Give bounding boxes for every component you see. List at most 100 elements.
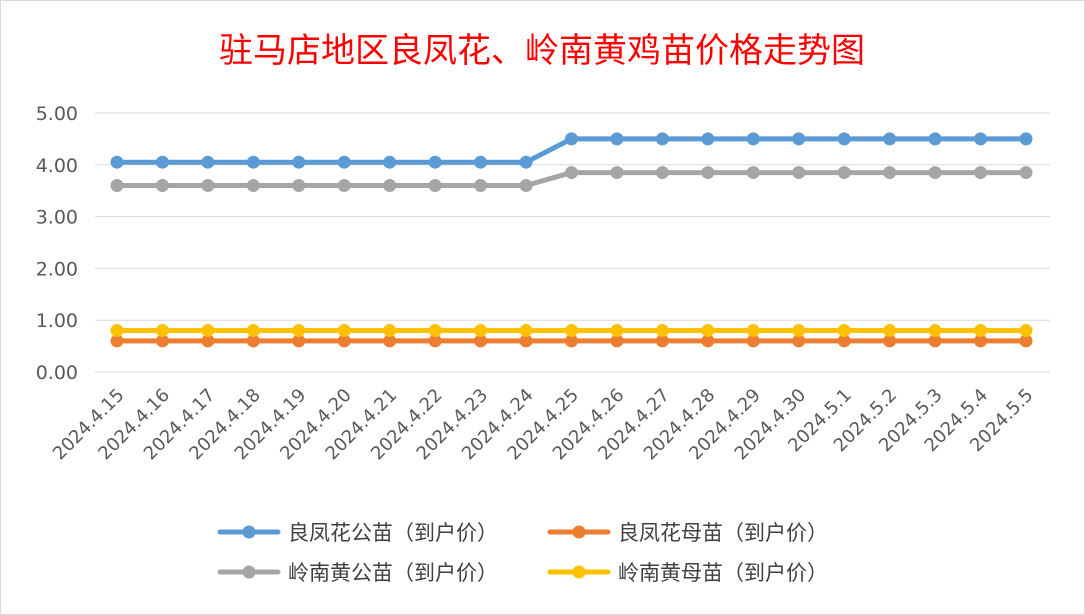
data-point bbox=[792, 334, 806, 348]
data-point bbox=[428, 155, 442, 169]
y-tick-label: 5.00 bbox=[36, 103, 78, 125]
data-point bbox=[292, 155, 306, 169]
data-point bbox=[565, 334, 578, 348]
series-1 bbox=[110, 334, 1033, 348]
series-2 bbox=[110, 166, 1033, 193]
y-tick-label: 4.00 bbox=[36, 155, 78, 177]
y-tick-label: 0.00 bbox=[36, 362, 78, 384]
legend-label: 岭南黄母苗（到户价） bbox=[618, 561, 828, 585]
data-point bbox=[883, 334, 897, 348]
data-point bbox=[928, 132, 942, 146]
data-point bbox=[110, 179, 124, 193]
data-point bbox=[701, 166, 715, 180]
data-point bbox=[428, 179, 442, 193]
data-point bbox=[1019, 334, 1033, 348]
data-point bbox=[928, 334, 942, 348]
data-point bbox=[883, 132, 897, 146]
y-tick-label: 1.00 bbox=[36, 310, 78, 332]
data-point bbox=[883, 324, 897, 338]
data-point bbox=[155, 155, 169, 169]
data-point bbox=[201, 334, 215, 348]
data-point bbox=[428, 324, 442, 338]
data-point bbox=[746, 132, 760, 146]
legend-marker bbox=[572, 525, 586, 539]
data-point bbox=[383, 334, 397, 348]
data-point bbox=[792, 132, 806, 146]
data-point bbox=[383, 324, 397, 338]
data-point bbox=[837, 324, 851, 338]
series-layer bbox=[110, 132, 1033, 348]
data-point bbox=[701, 324, 715, 338]
data-point bbox=[337, 334, 351, 348]
chart-title: 驻马店地区良凤花、岭南黄鸡苗价格走势图 bbox=[219, 31, 865, 71]
data-point bbox=[292, 324, 306, 338]
data-point bbox=[655, 132, 669, 146]
data-point bbox=[110, 155, 124, 169]
data-point bbox=[928, 166, 942, 180]
data-point bbox=[201, 155, 215, 169]
series-0 bbox=[110, 132, 1033, 169]
y-tick-label: 3.00 bbox=[36, 207, 78, 229]
data-point bbox=[746, 334, 760, 348]
data-point bbox=[928, 324, 942, 338]
data-point bbox=[292, 179, 306, 193]
data-point bbox=[974, 166, 988, 180]
data-point bbox=[974, 324, 988, 338]
data-point bbox=[655, 334, 669, 348]
legend-item: 良凤花公苗（到户价） bbox=[217, 521, 498, 545]
data-point bbox=[337, 155, 351, 169]
legend-label: 岭南黄公苗（到户价） bbox=[288, 561, 498, 585]
data-point bbox=[519, 179, 533, 193]
data-point bbox=[837, 334, 851, 348]
data-point bbox=[792, 324, 806, 338]
data-point bbox=[474, 324, 488, 338]
series-3 bbox=[110, 324, 1033, 338]
data-point bbox=[474, 155, 488, 169]
data-point bbox=[610, 132, 624, 146]
data-point bbox=[610, 324, 624, 338]
data-point bbox=[155, 324, 169, 338]
data-point bbox=[201, 324, 215, 338]
data-point bbox=[610, 166, 624, 180]
data-point bbox=[110, 324, 124, 338]
data-point bbox=[565, 324, 578, 338]
data-point bbox=[474, 179, 488, 193]
data-point bbox=[746, 324, 760, 338]
data-point bbox=[155, 179, 169, 193]
data-point bbox=[883, 166, 897, 180]
data-point bbox=[1019, 132, 1033, 146]
data-point bbox=[246, 179, 260, 193]
data-point bbox=[428, 334, 442, 348]
data-point bbox=[837, 132, 851, 146]
legend-label: 良凤花公苗（到户价） bbox=[288, 521, 498, 545]
data-point bbox=[155, 334, 169, 348]
data-point bbox=[565, 132, 578, 146]
legend-item: 岭南黄公苗（到户价） bbox=[217, 561, 498, 585]
data-point bbox=[246, 334, 260, 348]
data-point bbox=[246, 155, 260, 169]
data-point bbox=[246, 324, 260, 338]
data-point bbox=[110, 334, 124, 348]
data-point bbox=[974, 132, 988, 146]
legend-marker bbox=[242, 525, 256, 539]
legend-item: 岭南黄母苗（到户价） bbox=[547, 561, 828, 585]
legend-label: 良凤花母苗（到户价） bbox=[618, 521, 828, 545]
data-point bbox=[337, 179, 351, 193]
data-point bbox=[1019, 166, 1033, 180]
data-point bbox=[746, 166, 760, 180]
data-point bbox=[519, 334, 533, 348]
data-point bbox=[974, 334, 988, 348]
legend-marker bbox=[572, 565, 586, 579]
data-point bbox=[337, 324, 351, 338]
legend: 良凤花公苗（到户价） 良凤花母苗（到户价） 岭南黄公苗（到户价） 岭南黄母苗（到户价） bbox=[217, 521, 828, 585]
data-point bbox=[701, 334, 715, 348]
legend-item: 良凤花母苗（到户价） bbox=[547, 521, 828, 545]
data-point bbox=[701, 132, 715, 146]
data-point bbox=[655, 166, 669, 180]
data-point bbox=[383, 155, 397, 169]
data-point bbox=[565, 166, 578, 180]
data-point bbox=[519, 324, 533, 338]
